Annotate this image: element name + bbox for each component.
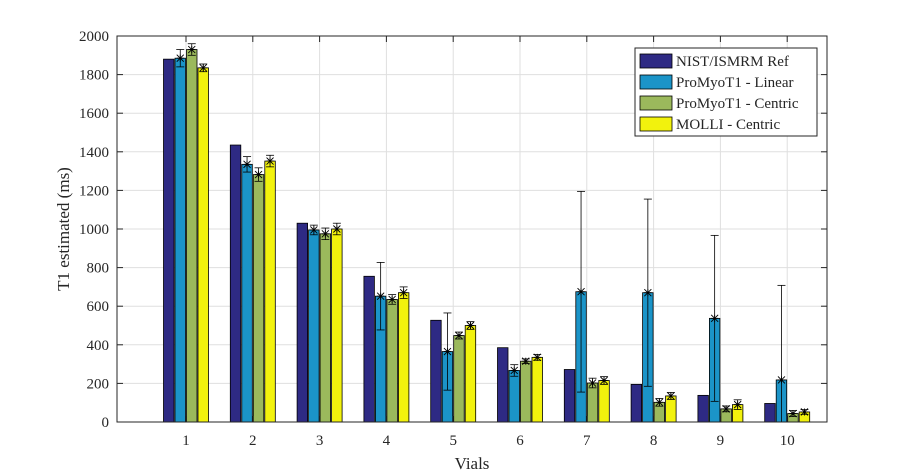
bar [331, 228, 343, 423]
y-tick-label: 800 [87, 261, 110, 277]
bar [397, 292, 410, 423]
legend-swatch [639, 95, 673, 111]
bar [464, 325, 477, 423]
bar [252, 174, 265, 423]
y-tick-label: 0 [102, 415, 110, 431]
bar [531, 356, 543, 423]
legend-label: MOLLI - Centric [676, 117, 780, 133]
legend-label: ProMyoT1 - Centric [676, 96, 799, 112]
y-axis: 0 200 400 600 800 1000 1200 1400 1600 1800 2000 [79, 29, 827, 431]
y-tick-label: 1600 [79, 106, 109, 122]
y-axis-label: T1 estimated (ms) [54, 167, 73, 291]
x-tick-label: 10 [780, 433, 795, 449]
y-tick-label: 1800 [79, 68, 109, 84]
legend-swatch [639, 74, 673, 90]
bar [497, 347, 509, 423]
y-tick-label: 600 [87, 299, 110, 315]
x-axis: 1 2 3 4 5 6 7 8 9 10 [182, 36, 795, 449]
x-tick-label: 2 [249, 433, 257, 449]
legend: NIST/ISMRM Ref ProMyoT1 - Linear ProMyoT1 … [634, 47, 818, 137]
bar [229, 144, 242, 423]
bar [630, 383, 642, 423]
x-tick-label: 3 [316, 433, 324, 449]
bar [598, 380, 610, 423]
bar [163, 58, 175, 423]
x-tick-label: 1 [182, 433, 190, 449]
bar [174, 57, 186, 423]
bar [453, 335, 465, 423]
y-tick-label: 200 [87, 376, 110, 392]
bar [241, 163, 253, 423]
x-tick-label: 7 [583, 433, 591, 449]
bar [363, 275, 375, 423]
bar [665, 395, 677, 423]
bar [586, 382, 599, 423]
y-tick-label: 1400 [79, 145, 109, 161]
bar [319, 233, 332, 423]
bar [697, 394, 709, 423]
y-tick-label: 2000 [79, 29, 109, 45]
x-tick-label: 5 [449, 433, 457, 449]
bar [508, 370, 520, 423]
legend-label: ProMyoT1 - Linear [676, 75, 793, 91]
y-tick-label: 400 [87, 338, 110, 354]
x-tick-label: 4 [383, 433, 391, 449]
bar [308, 229, 320, 423]
bar [264, 160, 276, 423]
legend-swatch [639, 53, 673, 69]
x-tick-label: 9 [717, 433, 725, 449]
error-bars [176, 43, 809, 423]
bar [430, 319, 442, 423]
bar [186, 49, 198, 423]
y-tick-label: 1200 [79, 183, 109, 199]
bar [296, 222, 309, 423]
bar [563, 369, 576, 423]
x-tick-label: 6 [516, 433, 524, 449]
x-axis-label: Vials [455, 454, 490, 473]
y-tick-label: 1000 [79, 222, 109, 238]
bar [197, 67, 209, 423]
bar [520, 360, 532, 423]
bar [386, 299, 398, 423]
bar [764, 403, 776, 423]
x-tick-label: 8 [650, 433, 658, 449]
legend-label: NIST/ISMRM Ref [676, 54, 789, 70]
legend-swatch [639, 116, 673, 132]
